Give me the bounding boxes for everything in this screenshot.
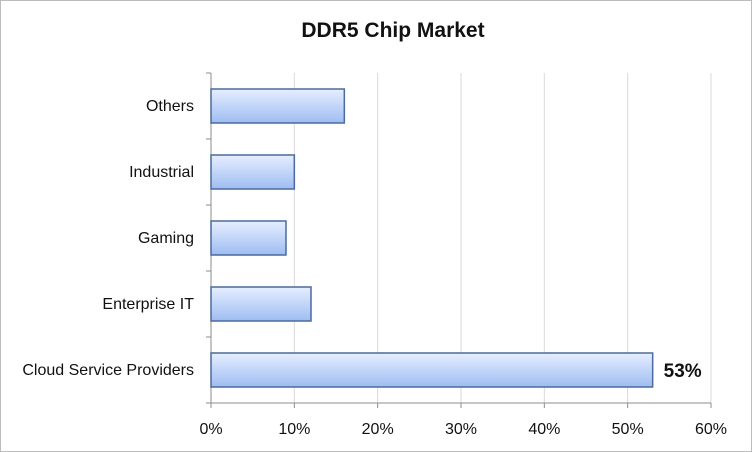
bar-enterprise-it [210,286,312,322]
bar-others [210,88,346,124]
x-tick-label: 30% [445,421,477,438]
x-tick-label: 40% [528,421,560,438]
category-label: Enterprise IT [102,296,194,313]
x-tick-label: 60% [695,421,727,438]
bars [210,88,654,388]
bar-industrial [210,154,296,190]
x-tick-label: 20% [362,421,394,438]
x-tick-label: 10% [278,421,310,438]
category-label: Cloud Service Providers [22,362,194,379]
bar-gaming [210,220,287,256]
labels: 0% 10% 20% 30% 40% 50% 60% Others Industrial Gami… [22,98,727,438]
x-tick-label: 50% [612,421,644,438]
bar-cloud-service-providers [210,352,654,388]
category-label: Gaming [138,230,194,247]
category-label: Others [146,98,194,115]
chart-title: DDR5 Chip Market [301,19,484,42]
gridlines [293,73,712,403]
data-label: 53% [664,361,702,382]
category-label: Industrial [129,164,194,181]
x-tick-label: 0% [199,421,222,438]
